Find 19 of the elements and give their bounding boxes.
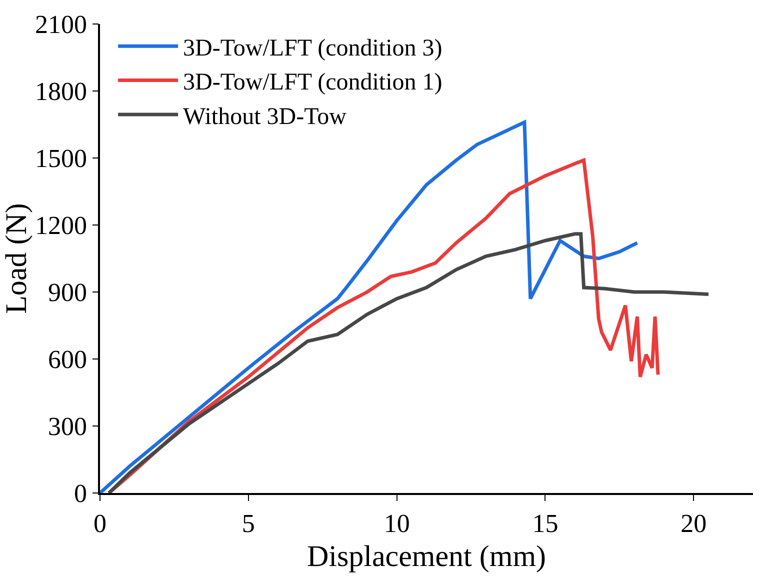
y-tick-label: 0: [74, 479, 88, 508]
y-tick-label: 2100: [35, 10, 88, 40]
x-tick-label: 10: [384, 508, 410, 538]
y-tick-label: 300: [48, 412, 88, 442]
line-series: [107, 232, 710, 493]
x-tick-label: 5: [242, 508, 255, 538]
legend-label: 3D-Tow/LFT (condition 3): [183, 35, 442, 62]
x-axis-title: Displacement (mm): [306, 540, 546, 573]
y-tick-label: 600: [48, 345, 88, 374]
y-tick-label: 1800: [35, 77, 88, 106]
y-tick-label: 900: [48, 278, 88, 308]
x-tick-label: 0: [94, 508, 106, 538]
x-tick-label: 20: [680, 508, 707, 538]
legend-label: 3D-Tow/LFT (condition 1): [183, 70, 442, 96]
y-axis-title: Load (N): [0, 203, 33, 314]
legend-label: Without 3D-Tow: [183, 104, 348, 130]
y-tick-label: 1500: [35, 144, 88, 174]
x-tick-label: 15: [532, 508, 558, 538]
y-tick-label: 1200: [35, 211, 88, 240]
